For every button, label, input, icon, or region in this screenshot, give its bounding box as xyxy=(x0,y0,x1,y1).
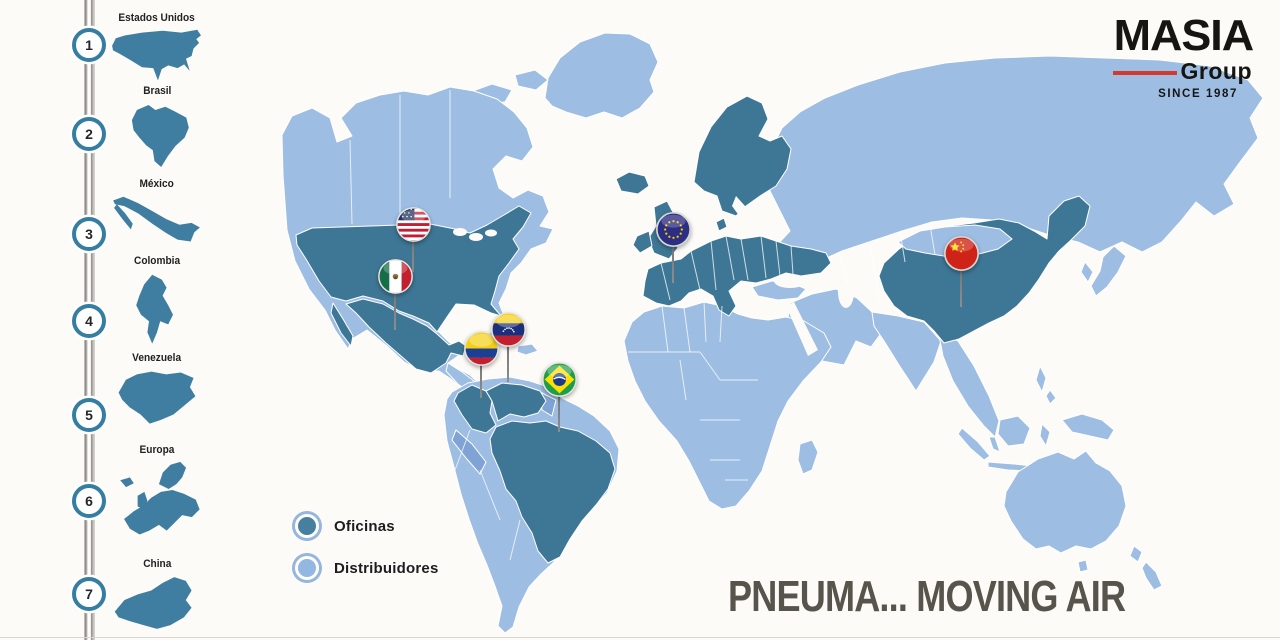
marker-stem xyxy=(672,229,674,283)
mexico-flag-icon xyxy=(377,258,413,294)
marker-stem xyxy=(960,253,962,307)
mexico-silhouette xyxy=(113,196,200,242)
colombia-flag-icon xyxy=(463,330,499,366)
venezuela-silhouette xyxy=(118,371,196,424)
seas xyxy=(453,196,854,356)
sidebar-badge-2: 2 xyxy=(72,117,106,151)
brazil-flag-icon xyxy=(541,361,577,397)
logo-sub-text: Group xyxy=(1180,57,1252,84)
legend-label: Oficinas xyxy=(334,517,395,535)
country-label: Venezuela xyxy=(132,352,182,364)
sidebar-item-colombia: Colombia xyxy=(102,251,212,350)
china-silhouette xyxy=(114,577,192,629)
legend: Oficinas Distribuidores xyxy=(292,510,438,594)
marker-stem xyxy=(412,224,414,272)
country-label: México xyxy=(139,178,175,190)
sidebar-item-europa: Europa xyxy=(102,440,212,551)
logo-red-line xyxy=(1112,71,1177,76)
country-label: Brasil xyxy=(142,85,172,97)
sidebar-item-venezuela: Venezuela xyxy=(102,348,212,431)
sidebar-item-china: China xyxy=(102,554,212,633)
sidebar-badge-1: 1 xyxy=(72,28,106,62)
country-label: Colombia xyxy=(133,255,181,267)
sidebar-badge-6: 6 xyxy=(72,484,106,518)
country-label: Estados Unidos xyxy=(118,12,196,24)
logo-since-text: SINCE 1987 xyxy=(1158,87,1238,100)
colombia-silhouette xyxy=(136,274,173,344)
sidebar-badge-4: 4 xyxy=(72,304,106,338)
masia-group-logo: MASIA Group SINCE 1987 xyxy=(1082,11,1255,100)
marker-stem xyxy=(558,379,560,432)
tagline: PNEUMA... MOVING AIR xyxy=(728,572,1126,621)
bottom-divider xyxy=(0,637,1280,638)
legend-label: Distribuidores xyxy=(334,559,439,577)
country-label: China xyxy=(142,558,172,570)
venezuela-flag-icon xyxy=(490,311,526,347)
legend-item-offices: Oficinas xyxy=(292,510,438,542)
sidebar-item-mexico: México xyxy=(102,174,212,249)
country-venezuela xyxy=(485,382,547,422)
office-swatch-icon xyxy=(295,514,319,538)
europe-silhouette xyxy=(120,461,200,535)
sidebar-badge-3: 3 xyxy=(72,217,106,251)
marker-stem xyxy=(394,276,396,330)
sidebar-item-brasil: Brasil xyxy=(102,81,212,172)
usa-silhouette xyxy=(112,29,201,81)
logo-brand-text: MASIA xyxy=(1113,11,1255,60)
eu-flag-icon xyxy=(655,211,691,247)
china-flag-icon xyxy=(943,235,979,271)
marker-stem xyxy=(507,329,509,382)
region-europe xyxy=(642,235,832,317)
legend-item-distributors: Distribuidores xyxy=(292,552,438,584)
distributor-swatch-icon xyxy=(295,556,319,580)
brazil-silhouette xyxy=(131,105,189,167)
marker-stem xyxy=(480,348,482,398)
sidebar-item-estados-unidos: Estados Unidos xyxy=(102,8,212,85)
usa-flag-icon xyxy=(395,206,431,242)
country-borders xyxy=(349,90,936,561)
country-brazil xyxy=(489,420,616,564)
sidebar-badge-7: 7 xyxy=(72,577,106,611)
sidebar-badge-5: 5 xyxy=(72,398,106,432)
country-label: Europa xyxy=(139,444,175,456)
